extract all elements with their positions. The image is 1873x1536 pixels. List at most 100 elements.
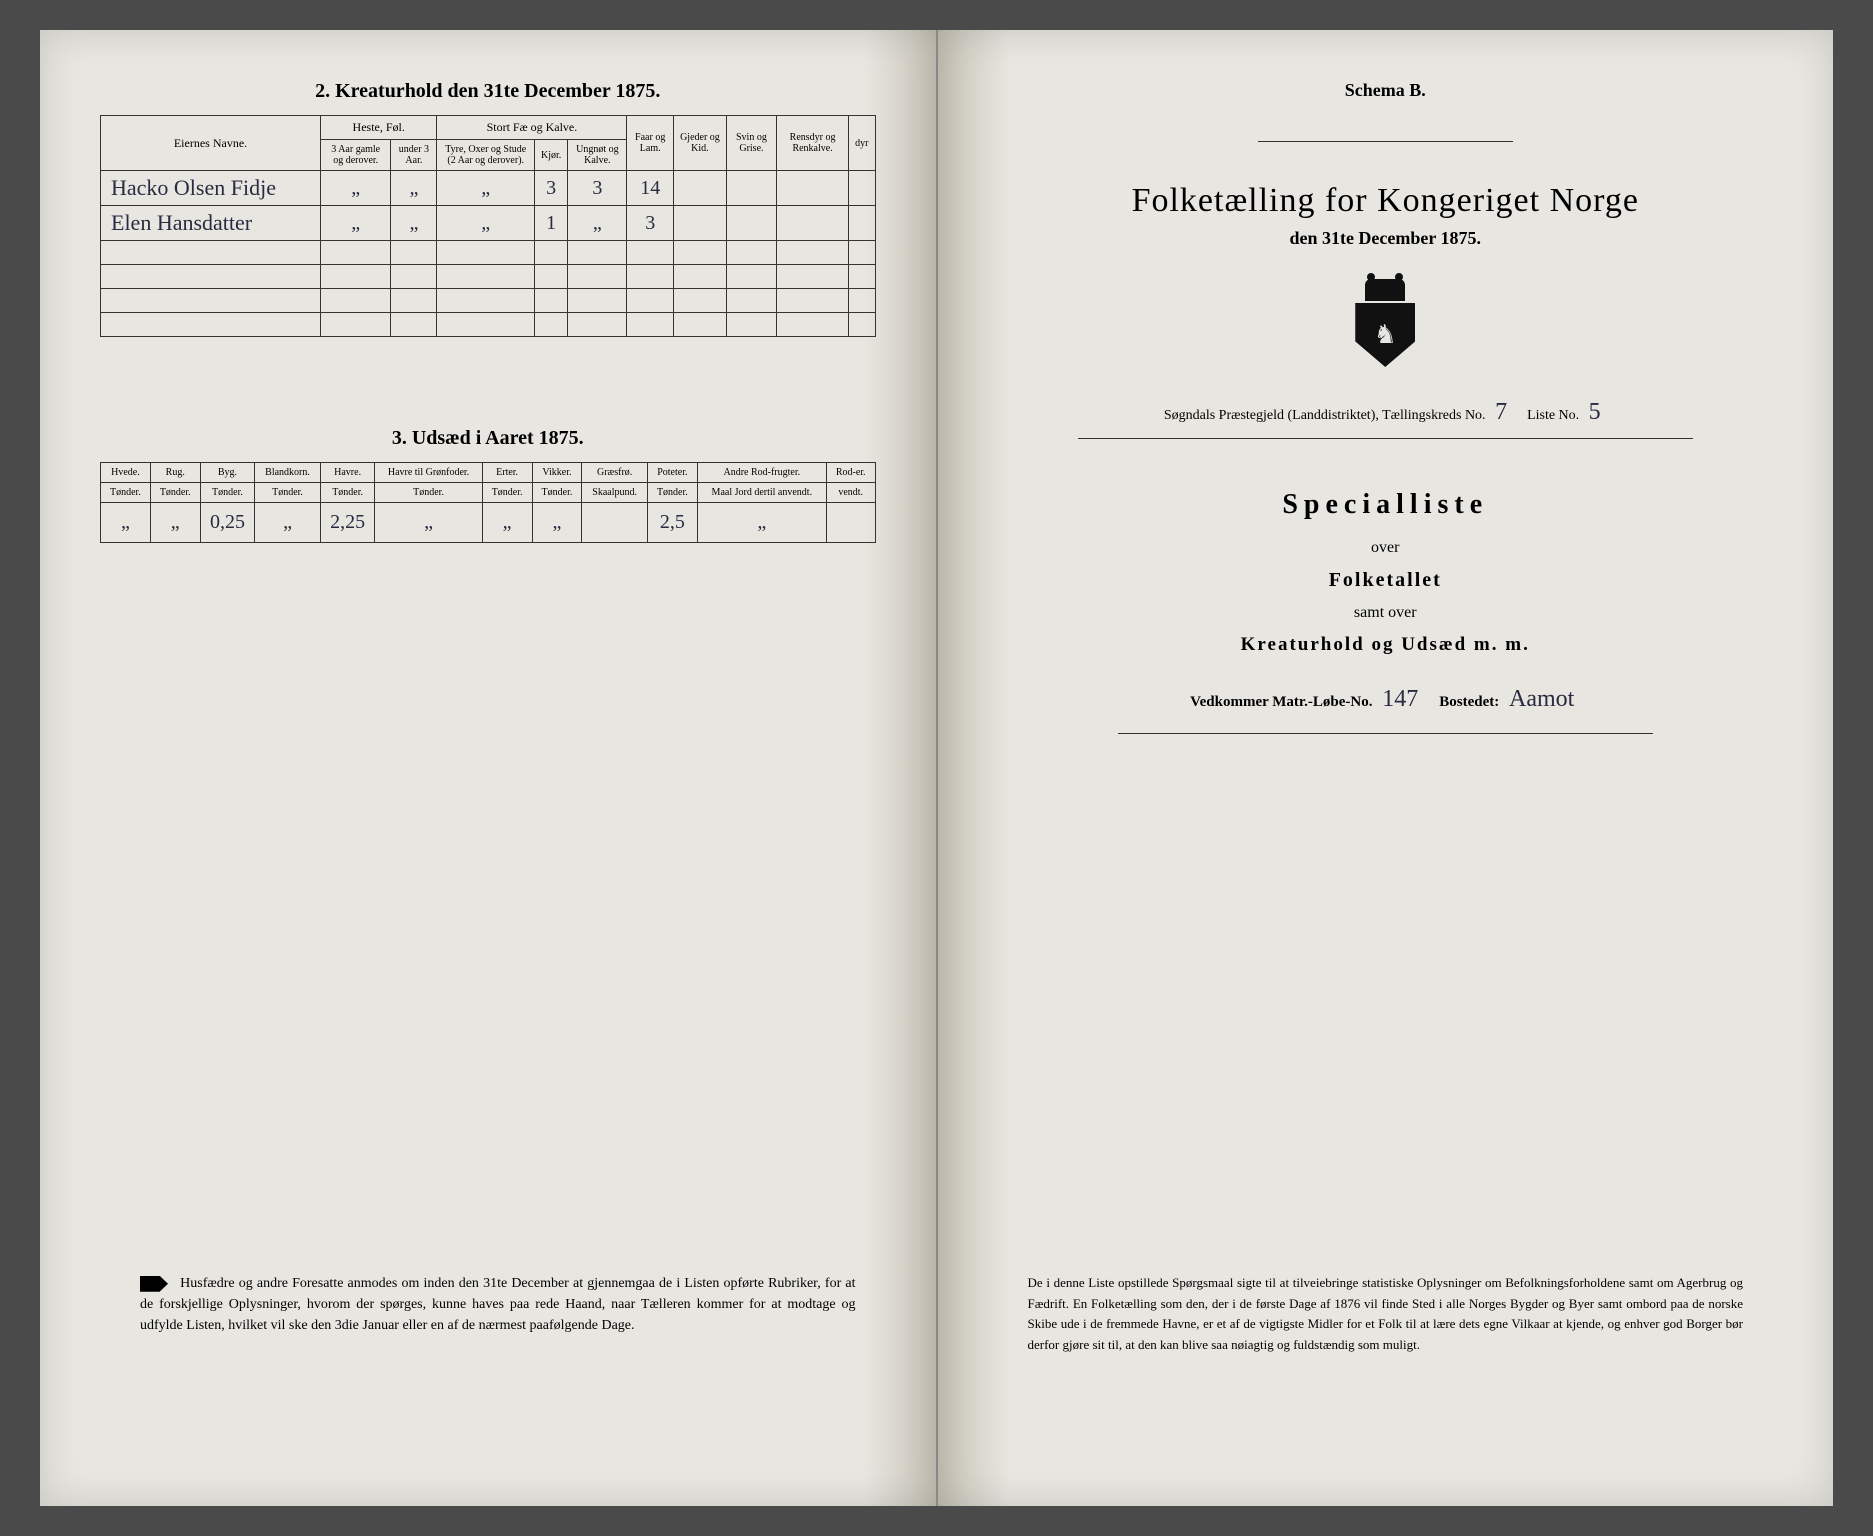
cell: 2,5 xyxy=(647,503,697,543)
col-subheader: Skaalpund. xyxy=(582,483,648,503)
col-subheader: Tønder. xyxy=(255,483,321,503)
cell: 14 xyxy=(627,171,674,206)
col-subheader: Tønder. xyxy=(150,483,200,503)
kreds-no: 7 xyxy=(1489,399,1513,425)
cell xyxy=(673,171,726,206)
coat-of-arms-icon: ♞ xyxy=(1350,279,1420,369)
col-header: Blandkorn. xyxy=(255,463,321,483)
table-row: Hacko Olsen Fidje „ „ „ 3 3 14 xyxy=(101,171,876,206)
livestock-table: Eiernes Navne. Heste, Føl. Stort Fæ og K… xyxy=(100,115,876,337)
liste-no: 5 xyxy=(1583,399,1607,425)
cell: „ xyxy=(532,503,582,543)
kreds-prefix: Søgndals Præstegjeld (Landdistriktet), T… xyxy=(1164,408,1486,423)
main-subtitle: den 31te December 1875. xyxy=(998,228,1774,249)
col-header: Byg. xyxy=(200,463,255,483)
right-page: Schema B. Folketælling for Kongeriget No… xyxy=(938,30,1834,1506)
table-row xyxy=(101,289,876,313)
col-header: Rod-er. xyxy=(826,463,875,483)
vedk-no: 147 xyxy=(1376,686,1424,712)
section2-title: 2. Kreaturhold den 31te December 1875. xyxy=(100,80,876,103)
table-row: Elen Hansdatter „ „ „ 1 „ 3 xyxy=(101,206,876,241)
col-header: Andre Rod-frugter. xyxy=(697,463,826,483)
main-title: Folketælling for Kongeriget Norge xyxy=(998,182,1774,220)
col-subheader: Tønder. xyxy=(101,483,151,503)
col-header: Havre. xyxy=(320,463,375,483)
col-group-stort: Stort Fæ og Kalve. xyxy=(437,116,627,140)
col-rensdyr: Rensdyr og Renkalve. xyxy=(777,116,849,171)
seed-table: Hvede.Rug.Byg.Blandkorn.Havre.Havre til … xyxy=(100,462,876,543)
col-subheader: Tønder. xyxy=(532,483,582,503)
section3-title: 3. Udsæd i Aaret 1875. xyxy=(100,427,876,450)
kreds-line: Søgndals Præstegjeld (Landdistriktet), T… xyxy=(998,399,1774,426)
table-row xyxy=(101,313,876,337)
right-footnote: De i denne Liste opstillede Spørgsmaal s… xyxy=(1028,1273,1744,1356)
cell: „ xyxy=(375,503,482,543)
schema-label: Schema B. xyxy=(998,80,1774,101)
cell xyxy=(582,503,648,543)
sub-stort1: Tyre, Oxer og Stude (2 Aar og derover). xyxy=(437,140,535,171)
col-svin: Svin og Grise. xyxy=(726,116,776,171)
divider xyxy=(1258,141,1514,142)
liste-label: Liste No. xyxy=(1527,408,1579,423)
col-subheader: Tønder. xyxy=(482,483,532,503)
cell: „ xyxy=(437,171,535,206)
cell: „ xyxy=(101,503,151,543)
col-header: Rug. xyxy=(150,463,200,483)
sub-stort2: Kjør. xyxy=(535,140,568,171)
col-header: Hvede. xyxy=(101,463,151,483)
col-gjeder: Gjeder og Kid. xyxy=(673,116,726,171)
cell: „ xyxy=(391,171,437,206)
spec-folketallet: Folketallet xyxy=(998,569,1774,592)
cell: „ xyxy=(391,206,437,241)
table-row xyxy=(101,265,876,289)
vedk-label: Vedkommer Matr.-Løbe-No. xyxy=(1190,694,1372,710)
col-header: Erter. xyxy=(482,463,532,483)
cell xyxy=(777,171,849,206)
spec-over: over xyxy=(998,539,1774,557)
spec-samt: samt over xyxy=(998,604,1774,622)
cell-name: Hacko Olsen Fidje xyxy=(101,171,321,206)
col-subheader: Maal Jord dertil anvendt. xyxy=(697,483,826,503)
left-page: 2. Kreaturhold den 31te December 1875. E… xyxy=(40,30,938,1506)
cell: „ xyxy=(482,503,532,543)
col-header: Poteter. xyxy=(647,463,697,483)
cell xyxy=(673,206,726,241)
col-subheader: vendt. xyxy=(826,483,875,503)
col-header: Vikker. xyxy=(532,463,582,483)
cell: „ xyxy=(321,171,391,206)
cell: „ xyxy=(568,206,627,241)
sub-heste1: 3 Aar gamle og derover. xyxy=(321,140,391,171)
col-header: Havre til Grønfoder. xyxy=(375,463,482,483)
cell xyxy=(777,206,849,241)
cell: „ xyxy=(255,503,321,543)
sub-stort3: Ungnøt og Kalve. xyxy=(568,140,627,171)
divider xyxy=(1078,438,1694,439)
cell: 3 xyxy=(535,171,568,206)
col-names: Eiernes Navne. xyxy=(101,116,321,171)
cell xyxy=(826,503,875,543)
divider xyxy=(1118,733,1654,734)
col-subheader: Tønder. xyxy=(375,483,482,503)
vedk-line: Vedkommer Matr.-Løbe-No. 147 Bostedet: A… xyxy=(998,686,1774,713)
bostedet-label: Bostedet: xyxy=(1439,694,1499,710)
book-spread: 2. Kreaturhold den 31te December 1875. E… xyxy=(40,30,1833,1506)
left-footnote: Husfædre og andre Foresatte anmodes om i… xyxy=(140,1273,856,1336)
cell: 2,25 xyxy=(320,503,375,543)
cell: „ xyxy=(150,503,200,543)
cell xyxy=(726,171,776,206)
spec-kreat: Kreaturhold og Udsæd m. m. xyxy=(998,634,1774,656)
cell xyxy=(849,206,875,241)
col-subheader: Tønder. xyxy=(647,483,697,503)
footnote-text: Husfædre og andre Foresatte anmodes om i… xyxy=(140,1276,856,1333)
cell-name: Elen Hansdatter xyxy=(101,206,321,241)
col-dyr: dyr xyxy=(849,116,875,171)
sub-heste2: under 3 Aar. xyxy=(391,140,437,171)
bostedet-val: Aamot xyxy=(1503,686,1580,712)
col-subheader: Tønder. xyxy=(320,483,375,503)
table-row xyxy=(101,241,876,265)
col-faar: Faar og Lam. xyxy=(627,116,674,171)
col-group-heste: Heste, Føl. xyxy=(321,116,437,140)
cell: „ xyxy=(697,503,826,543)
cell: „ xyxy=(321,206,391,241)
cell: 3 xyxy=(568,171,627,206)
